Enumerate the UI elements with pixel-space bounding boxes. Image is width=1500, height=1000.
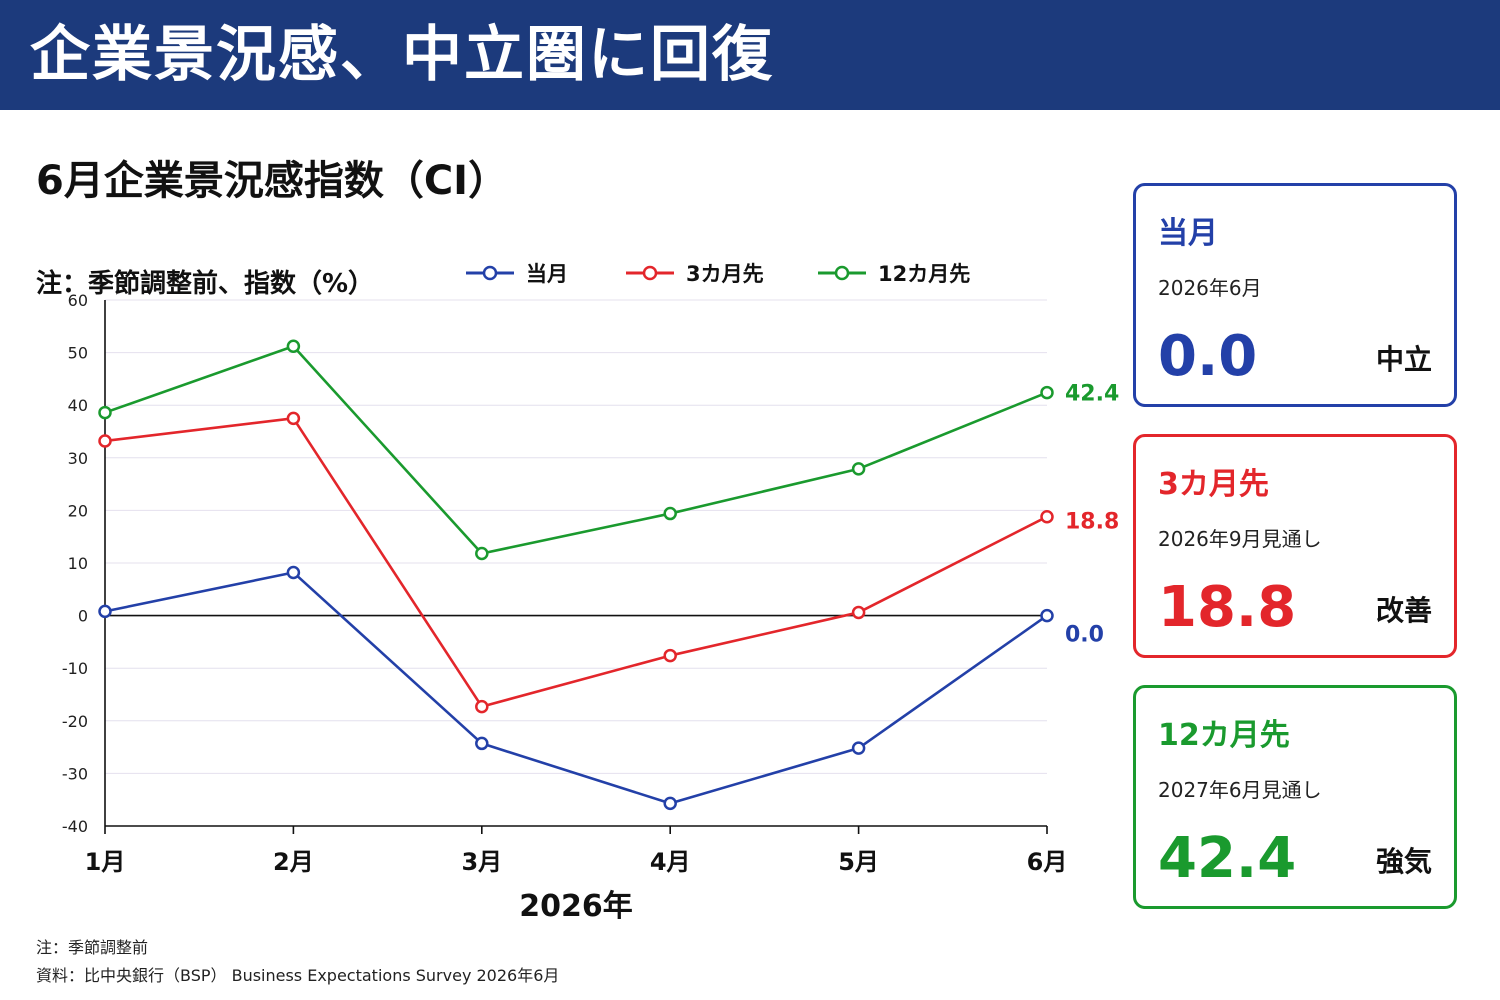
series-line (104, 417, 1048, 708)
card-status: 中立 (1375, 343, 1432, 376)
end-value-label: 0.0 (1065, 623, 1104, 648)
legend-label: 12カ月先 (878, 262, 970, 286)
series-line (104, 571, 1048, 805)
y-tick-label: -40 (62, 817, 88, 836)
y-tick-label: 40 (68, 396, 88, 415)
y-tick-label: -30 (62, 764, 88, 783)
data-point (851, 462, 866, 476)
data-point (286, 339, 301, 354)
y-tick-label: 30 (68, 449, 88, 468)
card-current: 当月 2026年6月 0.0 中立 (1133, 183, 1457, 407)
page-title: 企業景況感、中立圏に回復 (30, 20, 774, 90)
data-point (1040, 608, 1054, 623)
y-tick-label: 50 (68, 344, 88, 363)
card-period: 2026年6月 (1158, 276, 1262, 300)
legend-label: 当月 (526, 262, 568, 286)
y-tick-label: 60 (68, 291, 88, 310)
card-label: 3カ月先 (1158, 467, 1269, 502)
card-value: 42.4 (1158, 826, 1297, 891)
data-point (663, 648, 677, 663)
card-label: 12カ月先 (1158, 718, 1290, 753)
end-value-label: 42.4 (1065, 382, 1119, 407)
data-point (851, 605, 866, 620)
footnote-source: 資料：比中央銀行（BSP） Business Expectations Surv… (36, 966, 560, 985)
data-point (1040, 385, 1054, 400)
x-tick-label: 4月 (650, 848, 691, 876)
line-chart: 60 50 40 30 20 10 0 -10 -20 -30 -40 1月 2月 3月 4月 5月 6月 202… (0, 230, 1130, 950)
legend-label: 3カ月先 (686, 262, 764, 286)
data-point (286, 411, 301, 426)
x-tick-label: 6月 (1027, 848, 1068, 876)
end-value-label: 18.8 (1065, 510, 1119, 535)
data-point (98, 604, 112, 619)
data-point (98, 405, 112, 420)
data-point (663, 506, 677, 521)
data-point (1040, 509, 1054, 524)
data-point (475, 699, 489, 714)
y-tick-label: 0 (78, 607, 88, 626)
x-axis-label: 2026年 (519, 889, 633, 924)
data-point (851, 741, 866, 755)
chart-title: 6月企業景況感指数（CI） (36, 158, 509, 204)
footnote-note: 注：季節調整前 (36, 938, 149, 957)
legend-marker (642, 265, 658, 281)
x-tick-label: 1月 (85, 848, 126, 876)
data-point (286, 565, 301, 580)
data-point (475, 546, 489, 561)
card-status: 強気 (1375, 845, 1432, 878)
y-tick-label: 20 (68, 501, 88, 520)
data-point (475, 736, 489, 751)
data-point (98, 434, 112, 448)
chart-svg: 60 50 40 30 20 10 0 -10 -20 -30 -40 1月 2月 3月 4月 5月 6月 202… (36, 262, 1119, 924)
card-value: 0.0 (1158, 324, 1258, 389)
y-tick-label: 10 (68, 554, 88, 573)
header-bar: 企業景況感、中立圏に回復 (0, 0, 1500, 110)
card-status: 改善 (1375, 594, 1432, 627)
y-tick-label: -10 (62, 659, 88, 678)
x-tick-label: 2月 (273, 848, 314, 876)
card-12-month: 12カ月先 2027年6月見通し 42.4 強気 (1133, 685, 1457, 909)
legend-marker (482, 265, 498, 281)
card-period: 2027年6月見通し (1158, 778, 1322, 802)
x-tick-label: 5月 (838, 848, 879, 876)
card-period: 2026年9月見通し (1158, 527, 1322, 551)
series-line (104, 344, 1048, 555)
card-label: 当月 (1158, 216, 1218, 251)
y-axis-label: 注：季節調整前、指数（%） (36, 268, 374, 299)
footnotes: 注：季節調整前 資料：比中央銀行（BSP） Business Expectati… (36, 934, 559, 990)
card-3-month: 3カ月先 2026年9月見通し 18.8 改善 (1133, 434, 1457, 658)
x-tick-label: 3月 (461, 848, 502, 876)
data-point (663, 796, 677, 811)
card-value: 18.8 (1158, 575, 1297, 640)
legend-marker (834, 265, 850, 281)
y-tick-label: -20 (62, 712, 88, 731)
